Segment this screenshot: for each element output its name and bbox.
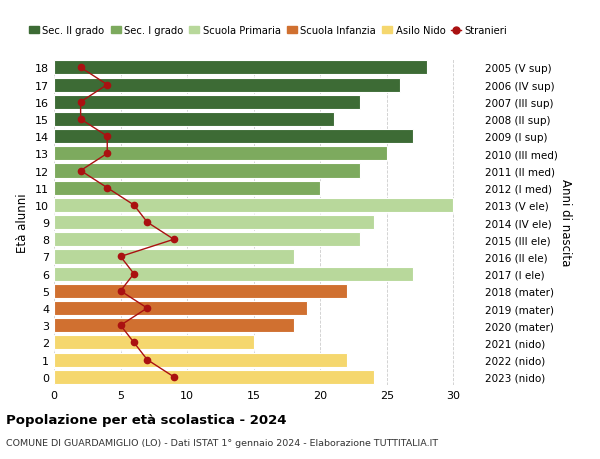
Bar <box>54 353 347 367</box>
Y-axis label: Anni di nascita: Anni di nascita <box>559 179 572 266</box>
Y-axis label: Età alunni: Età alunni <box>16 193 29 252</box>
Bar <box>54 112 334 127</box>
Bar <box>54 267 413 281</box>
Bar <box>54 78 400 92</box>
Bar <box>54 164 360 178</box>
Bar <box>54 95 360 110</box>
Bar <box>54 336 254 350</box>
Text: Popolazione per età scolastica - 2024: Popolazione per età scolastica - 2024 <box>6 413 287 426</box>
Bar <box>54 198 454 213</box>
Bar <box>54 302 307 315</box>
Legend: Sec. II grado, Sec. I grado, Scuola Primaria, Scuola Infanzia, Asilo Nido, Stran: Sec. II grado, Sec. I grado, Scuola Prim… <box>25 22 512 40</box>
Bar <box>54 233 360 247</box>
Bar <box>54 370 373 384</box>
Bar <box>54 250 293 264</box>
Text: COMUNE DI GUARDAMIGLIO (LO) - Dati ISTAT 1° gennaio 2024 - Elaborazione TUTTITAL: COMUNE DI GUARDAMIGLIO (LO) - Dati ISTAT… <box>6 438 438 448</box>
Bar <box>54 284 347 298</box>
Bar <box>54 181 320 196</box>
Bar <box>54 61 427 75</box>
Bar <box>54 130 413 144</box>
Bar <box>54 319 293 333</box>
Bar <box>54 216 373 230</box>
Bar <box>54 147 387 161</box>
